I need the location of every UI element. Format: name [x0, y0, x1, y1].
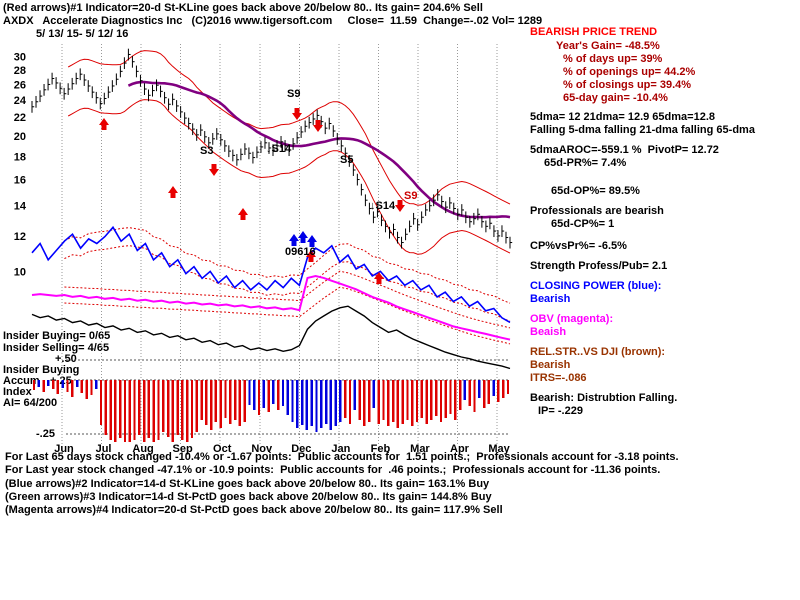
- svg-text:30: 30: [14, 51, 26, 63]
- date-range-label: 5/ 13/ 15- 5/ 12/ 16: [36, 28, 129, 40]
- svg-text:28: 28: [14, 65, 26, 77]
- stat-65d-op: 65d-OP%= 89.5%: [551, 185, 640, 197]
- svg-text:24: 24: [14, 95, 27, 107]
- svg-text:18: 18: [14, 151, 26, 163]
- svg-text:22: 22: [14, 112, 26, 124]
- obv-status: Beaish: [530, 326, 567, 338]
- stat-days-up: % of days up= 39%: [563, 53, 663, 65]
- signal-arrows: [99, 108, 405, 284]
- stat-65day-gain: 65-day gain= -10.4%: [563, 92, 668, 104]
- svg-text:16: 16: [14, 175, 26, 187]
- svg-text:12: 12: [14, 231, 26, 243]
- obv-bands: [64, 270, 511, 345]
- accum-index-value: AI= 64/200: [3, 397, 58, 409]
- stat-65d-cp: 65d-CP%= 1: [551, 218, 615, 230]
- svg-text:14: 14: [14, 201, 27, 213]
- relstr-status: Bearish: [530, 359, 571, 371]
- summary-65day: For Last 65 days stock changed -10.4% or…: [5, 451, 679, 463]
- signal-legend-red: (Red arrows)#1 Indicator=20-d St-KLine g…: [3, 2, 483, 14]
- closing-power-status: Bearish: [530, 293, 571, 305]
- stat-ip: IP= -.229: [538, 405, 583, 417]
- accumulation-index-bars: [32, 380, 510, 442]
- accum-index-label-3: Index: [3, 386, 32, 398]
- svg-text:S5: S5: [340, 154, 353, 166]
- stat-dma-trend: Falling 5-dma falling 21-dma falling 65-…: [530, 124, 755, 136]
- price-envelope-bands: [67, 50, 511, 255]
- svg-text:10: 10: [14, 267, 26, 279]
- svg-text:S3: S3: [200, 145, 213, 157]
- stat-dma-values: 5dma= 12 21dma= 12.9 65dma=12.8: [530, 111, 715, 123]
- trend-status: BEARISH PRICE TREND: [530, 26, 658, 38]
- professionals-status: Professionals are bearish: [530, 205, 664, 217]
- signal-legend-magenta: (Magenta arrows)#4 Indicator=20-d St-Pct…: [5, 504, 503, 516]
- stat-closings-up: % of closings up= 39.4%: [563, 79, 692, 91]
- closing-power-heading: CLOSING POWER (blue):: [530, 280, 662, 292]
- signal-legend-green: (Green arrows)#3 Indicator=14-d St-PctD …: [5, 491, 492, 503]
- signal-legend-blue: (Blue arrows)#2 Indicator=14-d St-KLine …: [5, 478, 490, 490]
- svg-text:S9: S9: [404, 190, 417, 202]
- stat-65d-pr: 65d-PR%= 7.4%: [544, 157, 627, 169]
- closing-power-line: [31, 225, 511, 324]
- stat-aroc-pivot: 5dmaAROC=-559.1 % PivotP= 12.72: [530, 144, 719, 156]
- stat-itrs: ITRS=-.086: [530, 372, 587, 384]
- svg-text:S9: S9: [287, 88, 300, 100]
- ticker-info-line: AXDX Accelerate Diagnostics Inc (C)2016 …: [3, 15, 543, 27]
- svg-text:26: 26: [14, 79, 26, 91]
- svg-text:20: 20: [14, 131, 26, 143]
- stat-cp-vs-pr: CP%vsPr%= -6.5%: [530, 240, 627, 252]
- y-axis-price-labels: 30 28 26 24 22 20 18 16 14 12 10: [14, 51, 27, 278]
- stat-years-gain: Year's Gain= -48.5%: [556, 40, 660, 52]
- signal-labels: S9 S3 ↓S14 S5 ↓S14 S9 09616: [200, 88, 417, 258]
- insider-buying-count: Insider Buying= 0/65: [3, 330, 111, 342]
- accum-level-lines: [66, 359, 510, 435]
- relstr-heading: REL.STR..VS DJI (brown):: [530, 346, 666, 358]
- level-plus-25-label: +.25: [50, 375, 72, 387]
- obv-heading: OBV (magenta):: [530, 313, 614, 325]
- accum-index-label-2: Accum: [3, 375, 40, 387]
- svg-text:09616: 09616: [285, 246, 316, 258]
- price-bars: [31, 48, 513, 249]
- stat-openings-up: % of openings up= 44.2%: [563, 66, 696, 78]
- summary-year: For Last year stock changed -47.1% or -1…: [5, 464, 661, 476]
- month-gridlines: [61, 44, 498, 446]
- distribution-status: Bearish: Distrubtion Falling.: [530, 392, 678, 404]
- moving-average-line: [127, 80, 511, 219]
- stat-strength-ratio: Strength Profess/Pub= 2.1: [530, 260, 668, 272]
- closing-power-bands: [64, 227, 511, 322]
- svg-text:↓S14: ↓S14: [370, 200, 396, 212]
- svg-text:↓S14: ↓S14: [266, 143, 292, 155]
- level-minus-25-label: -.25: [36, 428, 55, 440]
